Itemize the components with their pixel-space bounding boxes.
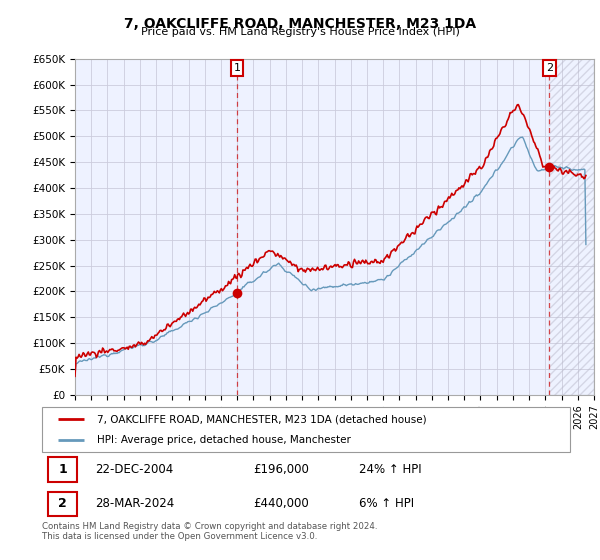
Text: 24% ↑ HPI: 24% ↑ HPI bbox=[359, 463, 421, 476]
Text: 1: 1 bbox=[58, 463, 67, 476]
Text: Price paid vs. HM Land Registry's House Price Index (HPI): Price paid vs. HM Land Registry's House … bbox=[140, 27, 460, 37]
Text: 22-DEC-2004: 22-DEC-2004 bbox=[95, 463, 173, 476]
Text: £440,000: £440,000 bbox=[253, 497, 309, 510]
Text: 2: 2 bbox=[58, 497, 67, 510]
Text: 7, OAKCLIFFE ROAD, MANCHESTER, M23 1DA (detached house): 7, OAKCLIFFE ROAD, MANCHESTER, M23 1DA (… bbox=[97, 414, 427, 424]
Text: 28-MAR-2024: 28-MAR-2024 bbox=[95, 497, 174, 510]
Text: 1: 1 bbox=[233, 63, 241, 73]
Bar bbox=[49, 492, 77, 516]
Text: 7, OAKCLIFFE ROAD, MANCHESTER, M23 1DA: 7, OAKCLIFFE ROAD, MANCHESTER, M23 1DA bbox=[124, 17, 476, 31]
Text: 2: 2 bbox=[546, 63, 553, 73]
Text: 6% ↑ HPI: 6% ↑ HPI bbox=[359, 497, 414, 510]
Text: HPI: Average price, detached house, Manchester: HPI: Average price, detached house, Manc… bbox=[97, 435, 352, 445]
Text: £196,000: £196,000 bbox=[253, 463, 309, 476]
Bar bbox=[49, 458, 77, 482]
Text: Contains HM Land Registry data © Crown copyright and database right 2024.
This d: Contains HM Land Registry data © Crown c… bbox=[42, 522, 377, 542]
